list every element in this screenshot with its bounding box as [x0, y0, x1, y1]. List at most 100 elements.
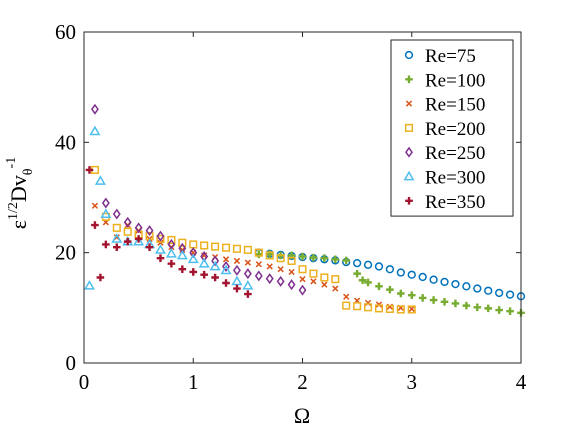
- data-point: [83, 280, 95, 290]
- data-point: [200, 270, 208, 279]
- data-point: [189, 247, 198, 259]
- y-tick-label: 60: [55, 20, 76, 44]
- data-point: [233, 264, 241, 276]
- x-tick-label: 2: [297, 370, 308, 394]
- series-re-350: [85, 166, 252, 298]
- y-axis-label-sup1: 1/2: [6, 202, 21, 220]
- data-point: [375, 282, 383, 291]
- data-point: [167, 235, 176, 245]
- data-point: [364, 278, 372, 287]
- legend-label: Re=75: [425, 46, 476, 67]
- legend-label: Re=350: [425, 192, 485, 213]
- x-tick-label: 1: [188, 370, 199, 394]
- data-point: [321, 281, 328, 288]
- data-point: [244, 259, 252, 266]
- data-point: [100, 208, 112, 218]
- data-point: [298, 265, 307, 274]
- legend-entry: Re=100: [405, 70, 485, 91]
- legend-entry: Re=150: [405, 95, 485, 116]
- data-point: [385, 265, 395, 274]
- data-point: [233, 257, 241, 265]
- data-point: [266, 263, 273, 270]
- data-point: [94, 175, 106, 185]
- data-point: [176, 249, 188, 260]
- data-point: [407, 270, 416, 279]
- data-point: [156, 254, 165, 262]
- series-re-100: [255, 250, 525, 317]
- data-point: [342, 301, 351, 310]
- data-point: [242, 280, 254, 290]
- data-point: [232, 244, 241, 253]
- legend-marker: [403, 170, 415, 181]
- data-point: [156, 234, 165, 243]
- data-point: [418, 272, 427, 282]
- legend-entry: Re=350: [405, 192, 485, 213]
- data-point: [255, 250, 263, 259]
- data-point: [145, 243, 154, 251]
- data-point: [198, 257, 210, 268]
- data-point: [187, 253, 199, 264]
- data-point: [211, 255, 220, 267]
- x-tick-label: 4: [516, 370, 527, 394]
- data-point: [505, 290, 515, 299]
- data-point: [407, 291, 416, 299]
- data-point: [276, 254, 285, 263]
- data-point: [473, 284, 482, 293]
- data-point: [451, 279, 460, 289]
- data-point: [265, 251, 274, 260]
- legend-label: Re=300: [425, 168, 485, 189]
- data-point: [133, 235, 145, 246]
- data-point: [96, 273, 105, 282]
- data-point: [343, 293, 350, 300]
- data-point: [407, 305, 416, 314]
- data-point: [386, 285, 394, 294]
- data-point: [178, 265, 187, 274]
- legend-entry: Re=300: [403, 168, 485, 189]
- data-point: [364, 303, 373, 312]
- data-point: [233, 284, 241, 293]
- data-point: [134, 222, 143, 234]
- legend-marker: [405, 146, 413, 158]
- data-point: [189, 268, 198, 276]
- data-point: [145, 225, 154, 237]
- y-axis-label-sub: θ: [21, 168, 36, 175]
- legend-marker: [405, 197, 413, 205]
- data-point: [331, 255, 340, 264]
- data-point: [243, 268, 252, 280]
- data-point: [165, 248, 177, 258]
- legend-entry: Re=200: [404, 119, 485, 140]
- legend-label: Re=200: [425, 119, 485, 140]
- data-point: [342, 256, 350, 265]
- legend: Re=75 Re=100 Re=150 Re=200 Re=250 Re=300 Re=35…: [390, 39, 514, 217]
- data-point: [231, 275, 243, 286]
- data-point: [112, 223, 121, 232]
- data-point: [254, 270, 263, 282]
- data-point: [123, 237, 132, 246]
- data-point: [374, 304, 384, 313]
- data-point: [112, 243, 121, 251]
- legend-marker: [405, 75, 413, 84]
- x-tick-label: 3: [407, 370, 418, 394]
- data-point: [320, 254, 329, 262]
- data-point: [374, 262, 384, 271]
- data-point: [255, 261, 262, 268]
- legend-marker: [404, 123, 414, 132]
- legend-box: [390, 39, 514, 217]
- legend-label: Re=250: [425, 143, 485, 164]
- y-tick-label: 20: [55, 241, 76, 265]
- data-point: [353, 302, 362, 311]
- x-tick-label: 0: [79, 370, 90, 394]
- data-point: [440, 297, 449, 306]
- legend-label: Re=150: [425, 95, 485, 116]
- data-point: [358, 276, 367, 285]
- data-point: [154, 244, 166, 254]
- data-point: [156, 230, 165, 242]
- data-point: [221, 243, 231, 252]
- data-point: [506, 307, 514, 315]
- data-point: [209, 260, 221, 271]
- data-point: [429, 275, 438, 284]
- data-point: [167, 259, 176, 268]
- data-point: [222, 256, 230, 263]
- data-point: [178, 238, 187, 247]
